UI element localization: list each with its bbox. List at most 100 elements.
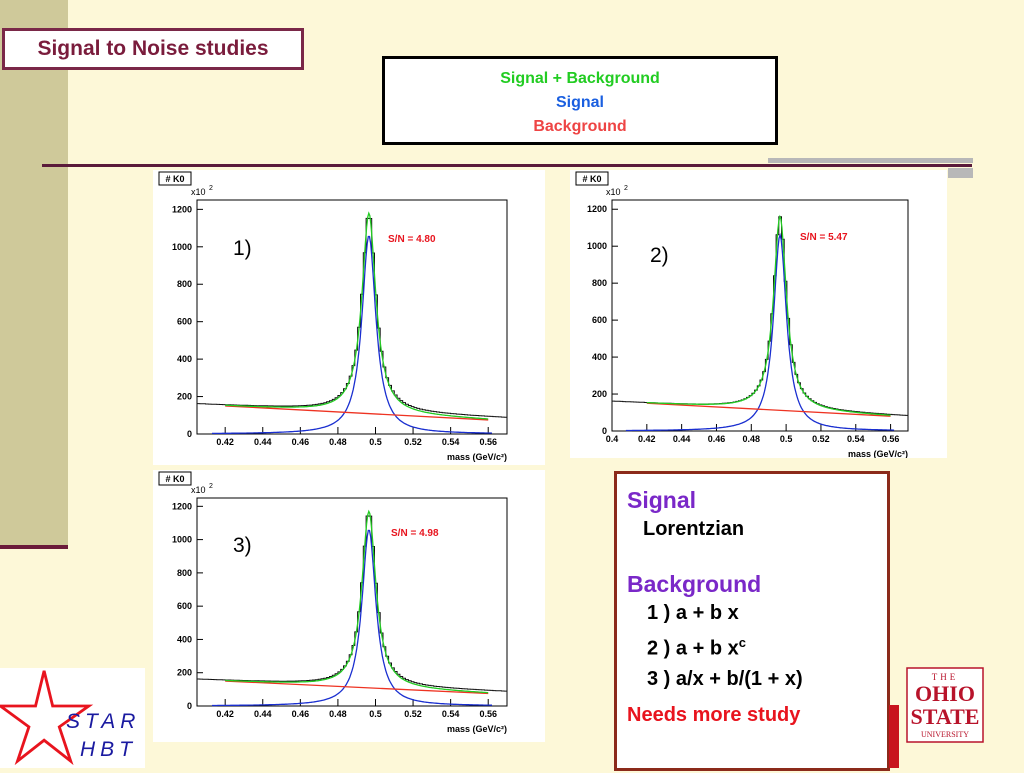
hist-title: # K0 [582,174,601,184]
x-tick-label: 0.52 [404,437,422,447]
background-model-3: 3 ) a/x + b/(1 + x) [647,667,803,690]
x-tick-label: 0.56 [882,434,900,444]
svg-text:UNIVERSITY: UNIVERSITY [921,730,969,739]
x-axis-label: mass (GeV/c²) [447,724,507,734]
y-tick-label: 200 [177,392,192,402]
x-tick-label: 0.46 [292,709,310,719]
x-tick-label: 0.54 [442,437,460,447]
y-tick-label: 800 [592,278,607,288]
y-tick-label: 800 [177,568,192,578]
x-tick-label: 0.4 [606,434,619,444]
x-tick-label: 0.44 [254,437,272,447]
y-tick-label: 0 [187,429,192,439]
signal-background-curve [225,509,489,694]
y-exponent-sup: 2 [209,185,213,192]
legend-signal-background: Signal + Background [500,70,660,87]
model-info-box: Signal Lorentzian Background 1 ) a + b x… [614,471,890,771]
x-tick-label: 0.52 [404,709,422,719]
y-tick-label: 0 [187,701,192,711]
right-decor-block [948,168,973,178]
red-decor-stripe [889,705,899,768]
x-tick-label: 0.48 [329,437,347,447]
y-tick-label: 200 [177,668,192,678]
x-tick-label: 0.48 [329,709,347,719]
background-model-1: 1 ) a + b x [647,602,739,624]
hist-title: # K0 [165,474,184,484]
x-tick-label: 0.52 [812,434,830,444]
svg-text:STAR: STAR [66,710,140,733]
needs-study-note: Needs more study [627,703,801,726]
y-tick-label: 1200 [587,204,607,214]
y-tick-label: 1000 [172,535,192,545]
x-tick-label: 0.42 [638,434,656,444]
signal-heading: Signal [627,487,697,513]
star-hbt-logo: STAR HBT [0,668,145,768]
y-tick-label: 400 [177,354,192,364]
y-tick-label: 600 [592,315,607,325]
x-tick-label: 0.56 [479,437,497,447]
x-tick-label: 0.56 [479,709,497,719]
plot-panel-2: # K0 x10 2 0 200 400 600 800 1000 1200 0.4 0.42 0.44… [570,170,947,458]
x-tick-label: 0.44 [254,709,272,719]
svg-text:STATE: STATE [911,704,980,729]
sn-ratio-label: S/N = 4.80 [388,234,436,245]
y-exponent-label: x10 [191,485,206,495]
legend-background: Background [533,118,627,135]
signal-curve [625,232,895,432]
x-tick-label: 0.42 [216,709,234,719]
x-tick-label: 0.42 [216,437,234,447]
y-exponent-sup: 2 [624,185,628,192]
y-tick-label: 200 [592,389,607,399]
background-curve [225,680,489,695]
x-axis-label: mass (GeV/c²) [447,452,507,462]
plot-frame [611,199,909,432]
plot-frame [196,199,508,435]
svg-text:OHIO: OHIO [915,681,975,706]
x-tick-label: 0.54 [442,709,460,719]
mass-histogram-3: # K0 x10 2 0 200 400 600 800 1000 1200 0.42 0.44 0.4… [158,471,508,734]
background-model-2-exponent: c [738,635,746,650]
panel-label: 1) [233,237,252,260]
divider-line [42,164,972,167]
x-tick-label: 0.44 [673,434,691,444]
right-decor-bar [768,158,973,163]
mass-histogram-2: # K0 x10 2 0 200 400 600 800 1000 1200 0.4 0.42 0.44… [575,171,909,458]
left-decor-bar [0,0,68,548]
sn-ratio-label: S/N = 5.47 [800,232,848,243]
background-curve [646,402,891,417]
ohio-state-logo: THE OHIO STATE UNIVERSITY [905,666,989,744]
x-axis-label: mass (GeV/c²) [848,449,908,458]
panel-label: 3) [233,534,252,557]
y-exponent-label: x10 [606,187,621,197]
legend: Signal + Background Signal Background [382,56,778,145]
page-title: Signal to Noise studies [2,28,304,70]
x-tick-label: 0.48 [743,434,761,444]
plot-panel-3: # K0 x10 2 0 200 400 600 800 1000 1200 0.42 0.44 0.4… [153,470,545,742]
legend-signal: Signal [555,94,604,111]
x-tick-label: 0.54 [847,434,865,444]
panel-label: 2) [650,244,669,267]
y-tick-label: 1200 [172,204,192,214]
y-tick-label: 0 [602,426,607,436]
background-model-2: 2 ) a + b xc [627,628,887,664]
background-heading: Background [627,571,762,597]
signal-model: Lorentzian [643,518,745,540]
hist-title-box [158,471,192,486]
y-exponent-sup: 2 [209,483,213,490]
hist-title-box [575,171,609,186]
y-tick-label: 1000 [587,241,607,251]
svg-text:THE: THE [932,672,959,682]
y-tick-label: 600 [177,601,192,611]
signal-background-curve [646,214,891,416]
background-curve [225,405,489,421]
hist-title: # K0 [165,174,184,184]
mass-histogram-1: # K0 x10 2 0 200 400 600 800 1000 1200 0.42 0.44 0.4… [158,171,508,462]
y-tick-label: 600 [177,317,192,327]
x-tick-label: 0.5 [780,434,793,444]
y-tick-label: 1200 [172,501,192,511]
y-tick-label: 400 [177,634,192,644]
y-exponent-label: x10 [191,187,206,197]
signal-curve [212,235,493,435]
svg-text:HBT: HBT [80,738,137,761]
x-tick-label: 0.5 [369,709,382,719]
